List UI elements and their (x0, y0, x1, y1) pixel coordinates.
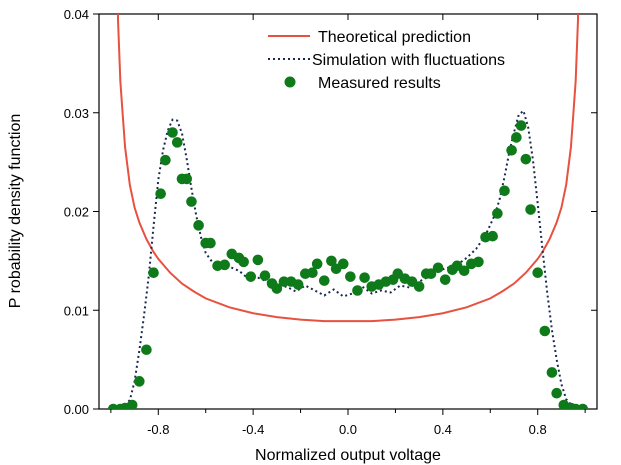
data-point-measured (515, 120, 527, 131)
data-point-measured (186, 196, 197, 207)
legend-marker-measured (284, 76, 296, 88)
data-point-measured (337, 258, 349, 270)
data-point-measured (311, 258, 323, 270)
data-point-measured (134, 376, 145, 387)
data-point-measured (126, 399, 138, 409)
data-point-measured (425, 268, 437, 280)
data-point-measured (307, 267, 318, 279)
data-point-measured (160, 154, 171, 166)
legend-label-measured: Measured results (318, 75, 441, 92)
data-point-measured (352, 285, 363, 296)
data-point-measured (167, 127, 178, 138)
x-tick-label: 0.8 (529, 422, 547, 437)
data-point-measured (546, 367, 558, 378)
y-tick-label: 0.01 (64, 303, 89, 318)
y-axis-label: P robability density function (7, 114, 24, 308)
series-clip-group (107, 14, 589, 409)
series-line-theoretical (116, 14, 580, 323)
data-point-measured (245, 271, 257, 282)
data-point-measured (499, 185, 510, 197)
data-point-measured (205, 237, 216, 249)
data-point-measured (171, 137, 183, 148)
data-point-measured (432, 262, 444, 274)
data-point-measured (141, 344, 152, 356)
x-tick-label: 0.4 (434, 422, 452, 437)
data-point-measured (532, 267, 544, 279)
data-point-measured (326, 255, 337, 267)
data-point-measured (520, 153, 532, 165)
data-point-measured (271, 283, 283, 294)
data-point-measured (439, 274, 451, 285)
axis-layer: -0.8 -0.4 0.0 0.4 0.8 0.00 0.01 0.02 0.03 0.04 (64, 7, 597, 437)
data-point-measured (506, 144, 517, 156)
plot-area: -0.8 -0.4 0.0 0.4 0.8 0.00 0.01 0.02 0.03 0.04 (64, 7, 598, 437)
data-point-measured (473, 256, 484, 268)
data-point-measured (487, 230, 498, 242)
data-point-measured (155, 188, 166, 200)
series-layer (107, 14, 589, 409)
x-axis-label: Normalized output voltage (255, 447, 441, 464)
data-point-measured (551, 387, 562, 399)
data-point-measured (511, 132, 522, 143)
plot-frame (98, 13, 598, 410)
data-point-measured (219, 259, 230, 271)
y-tick-label: 0.00 (64, 402, 89, 417)
legend-label-simulation: Simulation with fluctuations (312, 52, 505, 69)
data-point-measured (238, 256, 249, 268)
data-point-measured (148, 267, 159, 279)
data-point-measured (492, 208, 503, 219)
data-point-measured (577, 403, 589, 409)
data-point-measured (539, 325, 551, 337)
x-tick-label: 0.0 (339, 422, 357, 437)
legend-label-theoretical: Theoretical prediction (318, 29, 471, 46)
data-point-measured (252, 254, 264, 266)
data-point-measured (413, 281, 425, 292)
x-tick-label: -0.4 (242, 422, 264, 437)
x-tick-label: -0.8 (147, 422, 169, 437)
data-point-measured (292, 279, 304, 290)
y-tick-label: 0.02 (64, 205, 89, 220)
data-point-measured (345, 271, 356, 282)
y-tick-label: 0.04 (64, 7, 89, 22)
data-point-measured (458, 265, 470, 277)
data-point-measured (359, 272, 370, 283)
data-point-measured (259, 270, 271, 281)
data-point-measured (193, 220, 204, 231)
data-point-measured (181, 173, 193, 185)
legend: Theoretical prediction Simulation with f… (268, 29, 505, 92)
data-point-measured (318, 275, 330, 286)
y-tick-label: 0.03 (64, 106, 89, 121)
data-point-measured (525, 204, 536, 215)
series-line-simulation (110, 109, 586, 409)
